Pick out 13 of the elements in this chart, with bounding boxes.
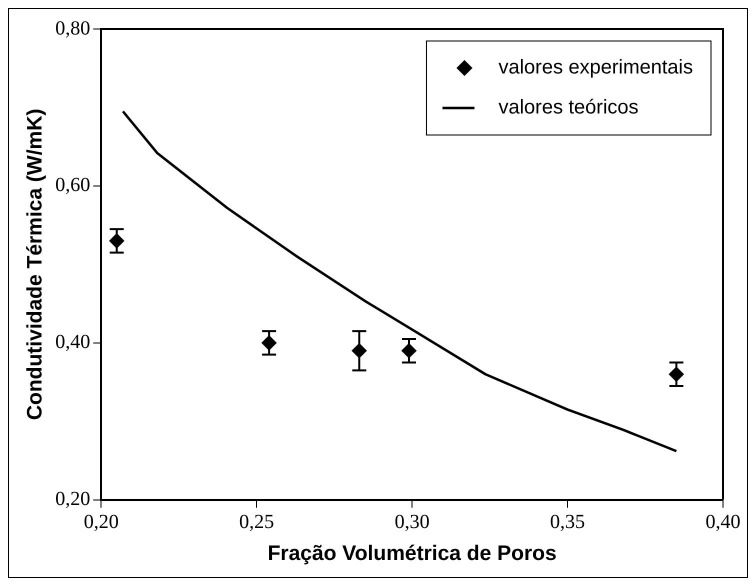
x-tick-label: 0,30 — [394, 511, 430, 534]
y-tick-label: 0,40 — [55, 331, 90, 354]
y-tick-label: 0,60 — [55, 174, 90, 196]
x-axis-title: Fração Volumétrica de Poros — [268, 542, 557, 566]
legend-label: valores experimentais — [498, 56, 693, 79]
x-tick-label: 0,25 — [239, 511, 274, 534]
y-tick-label: 0,80 — [55, 17, 90, 40]
y-tick-label: 0,20 — [55, 488, 90, 510]
legend-label: valores teóricos — [498, 96, 639, 119]
x-tick-label: 0,40 — [706, 511, 740, 534]
x-tick-label: 0,35 — [550, 511, 586, 534]
x-tick-label: 0,20 — [84, 511, 119, 534]
y-axis-title: Condutividade Térmica (W/mK) — [23, 108, 46, 420]
